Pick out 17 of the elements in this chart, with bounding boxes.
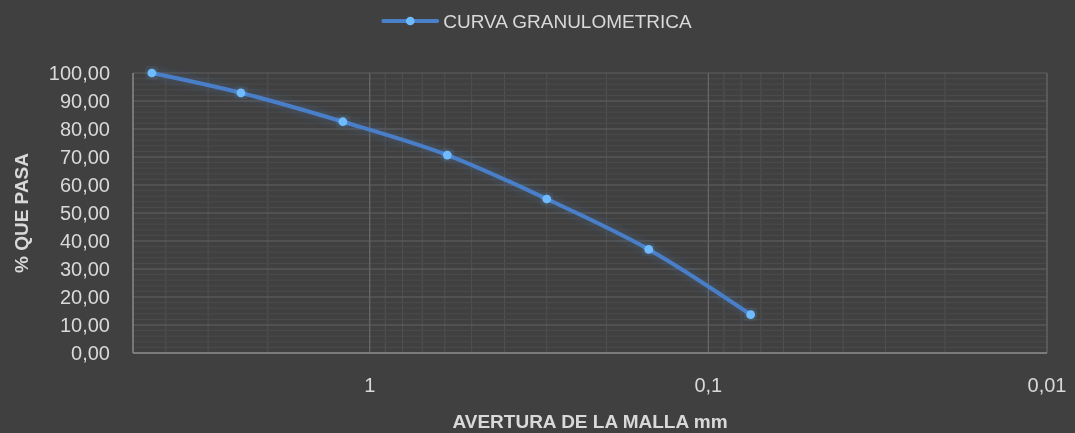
y-tick-label: 30,00 [59,258,110,280]
x-tick-label: 0,1 [694,374,723,396]
y-tick-label: 100,00 [48,62,110,84]
y-tick-label: 10,00 [59,314,110,336]
y-tick-label: 90,00 [59,90,110,112]
y-tick-label: 80,00 [59,118,110,140]
y-tick-label: 0,00 [71,342,110,364]
y-axis-title: % QUE PASA [11,152,32,274]
y-tick-label: 50,00 [59,202,110,224]
x-axis-title: AVERTURA DE LA MALLA mm [452,411,728,432]
x-tick-label: 0,01 [1027,374,1067,396]
y-tick-label: 40,00 [59,230,110,252]
x-tick-label: 1 [364,374,376,396]
legend-label: CURVA GRANULOMETRICA [443,10,693,32]
y-tick-label: 70,00 [59,146,110,168]
y-tick-label: 60,00 [59,174,110,196]
y-tick-label: 20,00 [59,286,110,308]
